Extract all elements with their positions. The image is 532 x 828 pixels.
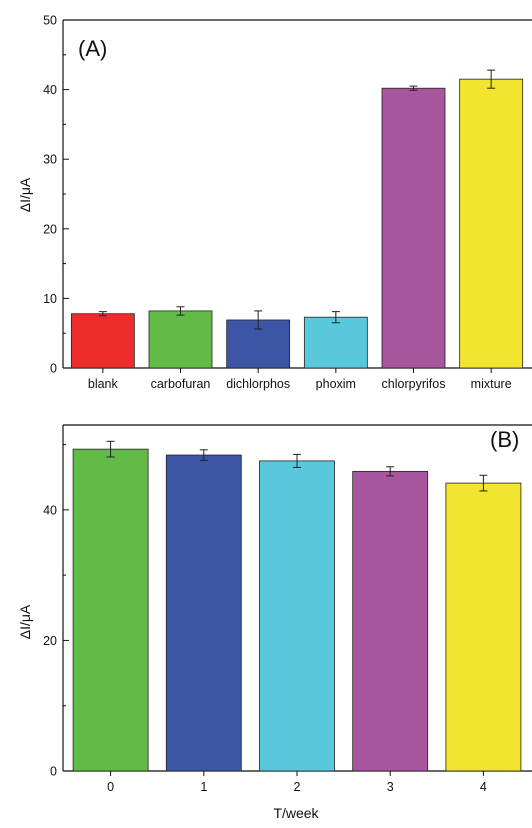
panel-b-xlabel: T/week	[273, 805, 319, 821]
panel-b-bar-2	[259, 460, 335, 772]
panel-b-x-tick-label: 1	[200, 780, 207, 794]
panel-a-x-tick-label: mixture	[471, 377, 512, 391]
panel-b-bar-0	[72, 448, 149, 772]
panel-b-x-tick-label: 3	[387, 780, 394, 794]
panel-a-y-tick-label: 50	[43, 14, 57, 28]
panel-a: ΔI/μA (A) 0 10 20 30 40 50 blank carbofuran dich…	[17, 14, 532, 391]
panel-b-bar-1	[165, 454, 242, 772]
panel-a-x-tick-label: blank	[88, 377, 119, 391]
panel-b-bar-4	[445, 482, 522, 772]
panel-a-ylabel: ΔI/μA	[17, 177, 33, 212]
panel-b-y-tick-label: 40	[43, 503, 57, 517]
panel-a-bar-chlorpyrifos	[381, 87, 446, 369]
panel-a-y-tick-label: 40	[43, 83, 57, 97]
panel-b-y-tick-label: 0	[50, 765, 57, 779]
panel-a-x-tick-label: phoxim	[316, 377, 356, 391]
panel-a-bar-phoxim	[303, 316, 368, 369]
panel-b-label: (B)	[490, 427, 519, 452]
panel-b-y-tick-label: 20	[43, 634, 57, 648]
panel-a-bar-carbofuran	[148, 310, 213, 369]
panel-a-x-tick-label: carbofuran	[151, 377, 211, 391]
panel-a-y-tick-label: 20	[43, 222, 57, 236]
panel-b-ylabel: ΔI/μA	[17, 604, 33, 639]
panel-b-x-tick-label: 2	[294, 780, 301, 794]
panel-b: ΔI/μA (B) T/week 0 20 40 0 1 2 3 4	[17, 424, 532, 821]
panel-b-bar-3	[352, 470, 429, 772]
panel-b-x-tick-label: 0	[107, 780, 114, 794]
panel-a-bar-mixture	[459, 78, 524, 369]
panel-b-x-tick-label: 4	[480, 780, 487, 794]
panel-a-y-tick-label: 0	[50, 362, 57, 376]
panel-a-y-tick-label: 30	[43, 153, 57, 167]
panel-a-x-tick-label: chlorpyrifos	[382, 377, 446, 391]
panel-a-x-tick-label: dichlorphos	[226, 377, 290, 391]
panel-a-label: (A)	[78, 36, 107, 61]
panel-a-y-tick-label: 10	[43, 292, 57, 306]
panel-a-bar-blank	[70, 313, 135, 369]
